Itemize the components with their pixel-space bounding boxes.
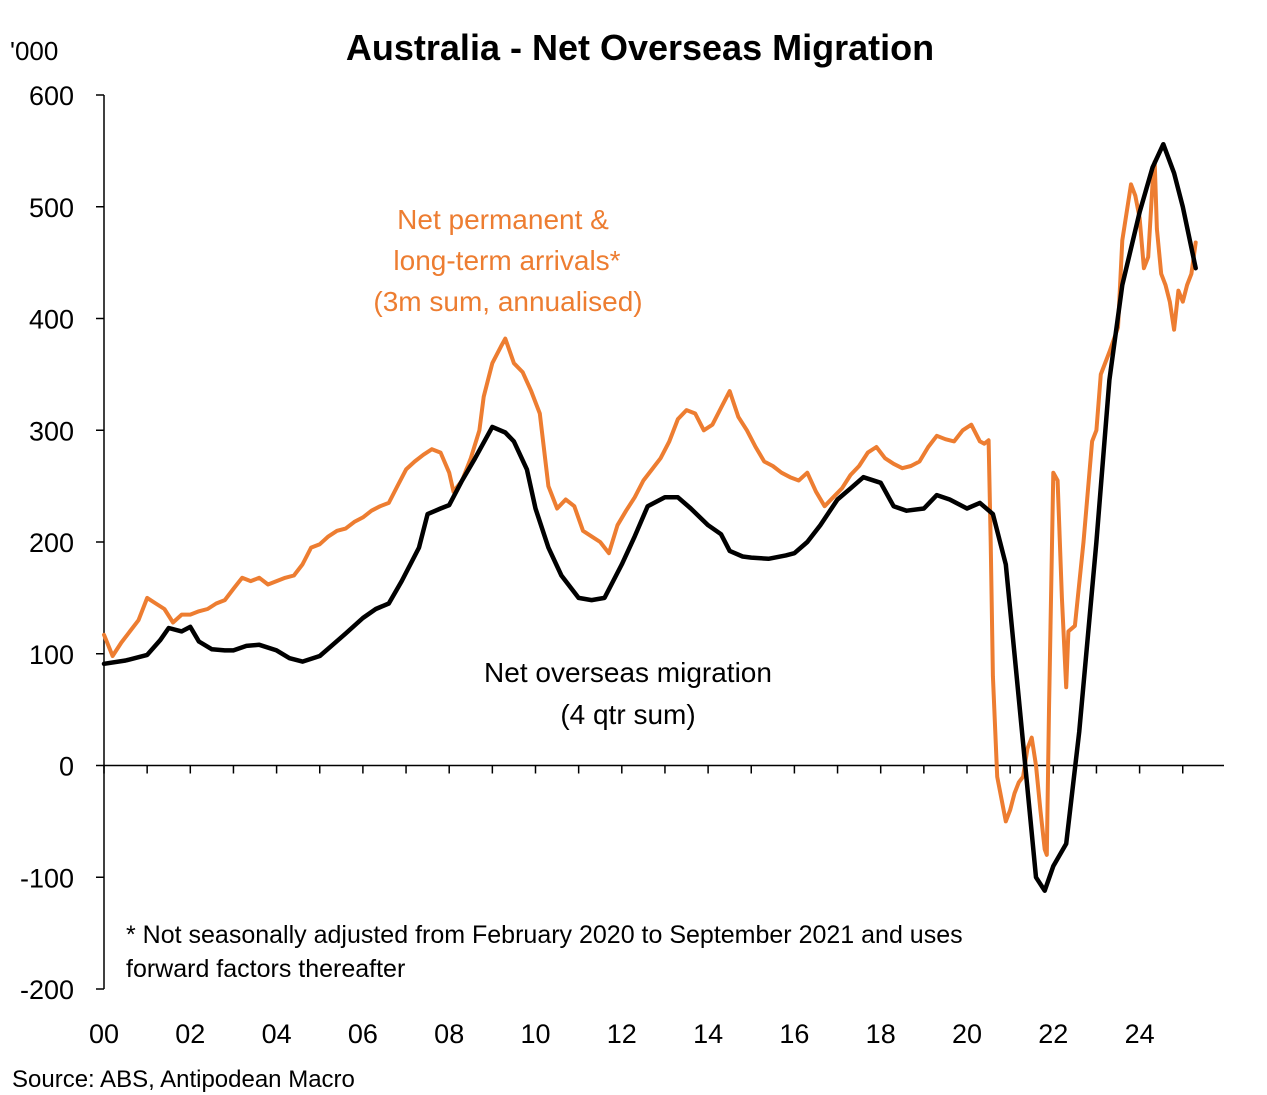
x-tick-label: 22 — [1038, 1019, 1068, 1049]
x-tick-label: 12 — [607, 1019, 637, 1049]
x-tick-label: 20 — [952, 1019, 982, 1049]
y-tick-label: 0 — [59, 752, 74, 782]
y-tick-label: 500 — [29, 193, 74, 223]
series-group — [101, 141, 1198, 893]
source-note: Source: ABS, Antipodean Macro — [12, 1066, 355, 1093]
x-tick-label: 06 — [348, 1019, 378, 1049]
x-tick-label: 18 — [866, 1019, 896, 1049]
orange-series-label: Net permanent & long-term arrivals* (3m … — [373, 204, 642, 317]
y-tick-label: 300 — [29, 416, 74, 446]
footnote-line-2: forward factors thereafter — [126, 955, 405, 983]
x-tick-label: 16 — [779, 1019, 809, 1049]
footnote: * Not seasonally adjusted from February … — [126, 921, 963, 983]
x-tick-label: 14 — [693, 1019, 723, 1049]
x-tick-label: 24 — [1125, 1019, 1155, 1049]
black-label-line-2: (4 qtr sum) — [560, 699, 695, 730]
y-tick-label: 100 — [29, 640, 74, 670]
x-tick-label: 00 — [89, 1019, 119, 1049]
x-tick-label: 08 — [434, 1019, 464, 1049]
y-axis: -200 -100 0 100 200 300 400 500 600 — [20, 81, 105, 1005]
y-tick-label: 600 — [29, 81, 74, 111]
orange-label-line-2: long-term arrivals* — [393, 245, 620, 276]
black-label-line-1: Net overseas migration — [484, 657, 772, 688]
chart-title: Australia - Net Overseas Migration — [346, 27, 934, 68]
series-line-arrivals — [102, 160, 1198, 857]
x-tick-label: 04 — [262, 1019, 292, 1049]
footnote-line-1: * Not seasonally adjusted from February … — [126, 921, 963, 949]
y-tick-label: 400 — [29, 305, 74, 335]
y-tick-label: 200 — [29, 528, 74, 558]
series-line-nom — [101, 141, 1198, 893]
x-tick-label: 10 — [520, 1019, 550, 1049]
black-series-label: Net overseas migration (4 qtr sum) — [484, 657, 772, 730]
orange-label-line-3: (3m sum, annualised) — [373, 286, 642, 317]
y-tick-label: -200 — [20, 975, 74, 1005]
x-tick-label: 02 — [175, 1019, 205, 1049]
y-tick-label: -100 — [20, 863, 74, 893]
orange-label-line-1: Net permanent & — [397, 204, 609, 235]
x-axis: 00 02 04 06 08 10 12 14 16 18 20 22 24 — [89, 764, 1224, 1049]
y-axis-unit: '000 — [10, 36, 58, 66]
